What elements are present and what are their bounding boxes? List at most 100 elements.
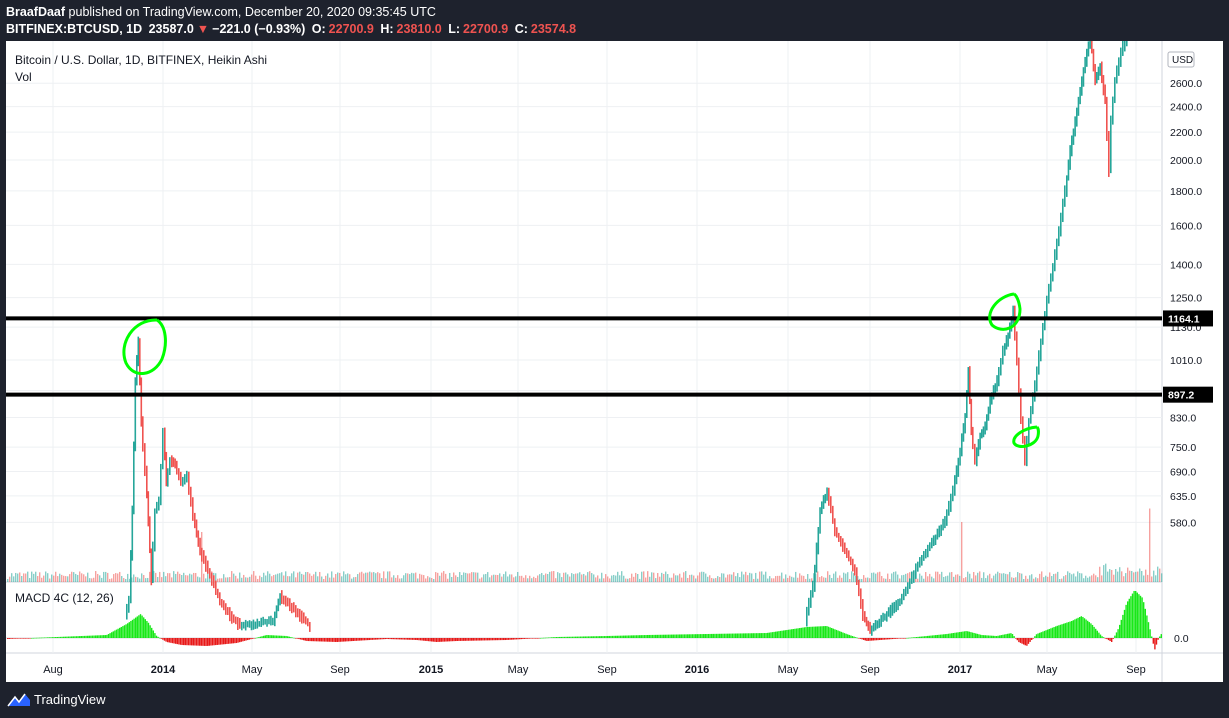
volume-bar [969,573,971,582]
volume-bar [597,575,599,582]
heikin-ashi-candle [146,465,148,499]
macd-histogram-bar [445,638,447,642]
price-tick-label[interactable]: 2600.0 [1170,78,1202,90]
heikin-ashi-candle [856,567,858,586]
macd-histogram-bar [402,638,404,640]
volume-bar [741,571,743,582]
volume-bar [457,576,459,582]
time-tick-label[interactable]: Sep [860,664,880,676]
heikin-ashi-candle [954,475,956,496]
time-tick-label[interactable]: 2015 [419,664,443,676]
volume-bar [59,573,61,582]
chart-area[interactable]: 2600.0 2400.0 2200.0 2000.0 1800.0 1600.0 1400… [6,41,1223,682]
heikin-ashi-candle [1058,226,1060,247]
time-tick-label[interactable]: 2016 [685,664,709,676]
price-level-tag[interactable] [1163,386,1213,403]
macd-histogram-bar [149,625,151,638]
volume-bar [733,572,735,582]
time-tick-label[interactable]: 2014 [151,664,176,676]
macd-histogram-bar [311,638,313,642]
volume-bar [923,578,925,582]
price-tick-label[interactable]: 1010.0 [1170,355,1202,367]
volume-bar [761,571,763,582]
series-legend[interactable]: Bitcoin / U.S. Dollar, 1D, BITFINEX, Hei… [15,53,268,67]
time-tick-label[interactable]: May [778,664,799,676]
volume-bar [243,574,245,582]
heikin-ashi-candle [1016,331,1018,366]
time-tick-label[interactable]: 2017 [948,664,972,676]
volume-bar [323,578,325,582]
macd-histogram-bar [1072,620,1074,638]
author-name[interactable]: BraafDaaf [6,5,66,19]
annotation-circle[interactable] [122,318,167,375]
macd-histogram-bar [1080,616,1082,638]
volume-bar [745,571,747,582]
macd-histogram-bar [869,638,871,641]
macd-histogram-bar [27,638,30,639]
macd-histogram-bar [891,638,894,640]
price-chart[interactable]: 2600.0 2400.0 2200.0 2000.0 1800.0 1600.0 1400… [6,41,1223,682]
macd-histogram-bar [272,635,274,638]
price-tick-label[interactable]: 1250.0 [1170,293,1202,305]
volume-bar [859,578,861,582]
price-tick-label[interactable]: 2200.0 [1170,127,1202,139]
macd-histogram-bar [915,637,918,638]
macd-histogram-bar [491,638,494,641]
macd-histogram-bar [277,635,279,638]
price-tick-label[interactable]: 1600.0 [1170,220,1202,232]
price-tick-label[interactable]: 830.0 [1170,412,1196,424]
macd-histogram-bar [173,638,175,644]
time-tick-label[interactable]: Sep [1126,664,1146,676]
currency-label[interactable]: USD [1172,55,1193,66]
price-tick-label[interactable]: 690.0 [1170,467,1196,479]
price-tick-label[interactable]: 1800.0 [1170,186,1202,198]
price-tick-label[interactable]: 580.0 [1170,517,1196,529]
price-tick-label[interactable]: 2400.0 [1170,102,1202,114]
volume-bar [481,577,483,582]
tradingview-logo-icon[interactable] [7,692,31,708]
time-tick-label[interactable]: Sep [597,664,617,676]
macd-histogram-bar [763,633,766,638]
macd-histogram-bar [442,638,444,642]
heikin-ashi-candle [174,458,176,469]
annotation-circle[interactable] [1012,425,1040,448]
time-tick-label[interactable]: Sep [330,664,350,676]
macd-histogram-bar [1107,638,1110,641]
price-level-tag[interactable] [1163,310,1213,327]
annotation-circle[interactable] [988,292,1022,331]
price-tick-label[interactable]: 750.0 [1170,442,1196,454]
volume-bar [1157,566,1159,582]
currency-box[interactable] [1167,51,1195,68]
heikin-ashi-candle [260,617,263,628]
time-tick-label[interactable]: Aug [43,664,63,676]
volume-bar [327,573,329,582]
volume-bar [299,571,301,582]
heikin-ashi-candle [1026,435,1028,467]
tradingview-brand[interactable]: TradingView [34,692,106,707]
heikin-ashi-candle [150,548,153,586]
price-tick-label[interactable]: 635.0 [1170,491,1196,503]
macd-histogram-bar [675,634,678,638]
macd-histogram-bar [363,638,366,641]
macd-histogram-bar [698,634,700,638]
macd-histogram-bar [853,636,855,638]
heikin-ashi-candle [1062,198,1064,223]
macd-histogram-bar [307,638,310,642]
volume-bar [419,573,421,582]
price-tick-label[interactable]: 1400.0 [1170,259,1202,271]
time-tick-label[interactable]: May [242,664,263,676]
price-level-tag-label[interactable]: 897.2 [1168,390,1194,402]
volume-bar [651,572,653,582]
heikin-ashi-candle [279,593,281,606]
volume-legend[interactable]: Vol [15,70,32,84]
time-tick-label[interactable]: May [1037,664,1058,676]
volume-bar [75,573,77,582]
macd-zero-label[interactable]: 0.0 [1174,633,1189,645]
volume-bar [397,575,399,582]
price-level-tag-label[interactable]: 1164.1 [1168,313,1200,325]
time-tick-label[interactable]: May [508,664,529,676]
macd-legend[interactable]: MACD 4C (12, 26) [15,591,114,605]
macd-histogram-bar [1119,624,1121,638]
macd-histogram-bar [31,638,33,639]
price-tick-label[interactable]: 2000.0 [1170,155,1202,167]
